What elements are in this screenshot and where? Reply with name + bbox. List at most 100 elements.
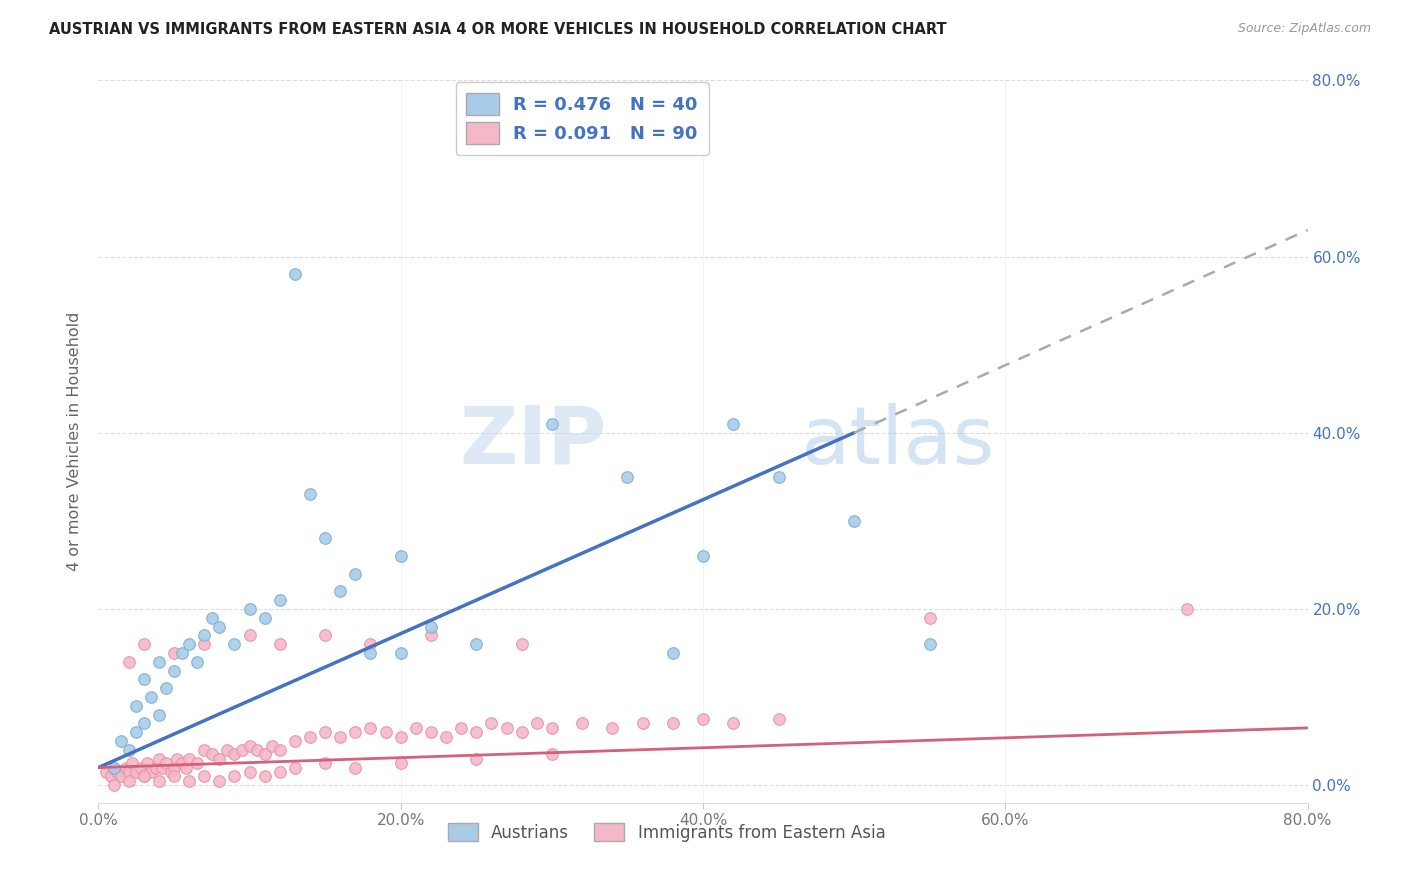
Point — [246, 743, 269, 757]
Point — [405, 721, 427, 735]
Text: atlas: atlas — [800, 402, 994, 481]
Point — [1175, 602, 1198, 616]
Point — [224, 747, 246, 762]
Text: Source: ZipAtlas.com: Source: ZipAtlas.com — [1237, 22, 1371, 36]
Point — [141, 690, 163, 704]
Point — [231, 743, 253, 757]
Point — [201, 611, 224, 625]
Point — [215, 743, 238, 757]
Point — [118, 773, 141, 788]
Point — [495, 721, 517, 735]
Point — [193, 628, 215, 642]
Point — [253, 769, 276, 783]
Point — [224, 637, 246, 651]
Point — [616, 470, 638, 484]
Point — [284, 267, 307, 281]
Point — [661, 716, 683, 731]
Point — [269, 593, 291, 607]
Point — [284, 734, 307, 748]
Point — [118, 764, 141, 779]
Point — [174, 760, 197, 774]
Point — [465, 752, 488, 766]
Point — [918, 611, 941, 625]
Point — [132, 637, 155, 651]
Point — [389, 730, 412, 744]
Point — [160, 764, 183, 779]
Point — [125, 698, 148, 713]
Point — [344, 725, 367, 739]
Point — [540, 721, 562, 735]
Point — [145, 760, 167, 774]
Point — [450, 721, 472, 735]
Point — [129, 760, 152, 774]
Point — [918, 637, 941, 651]
Point — [344, 566, 367, 581]
Point — [170, 756, 193, 771]
Point — [389, 646, 412, 660]
Point — [631, 716, 654, 731]
Point — [768, 712, 790, 726]
Point — [135, 756, 157, 771]
Point — [314, 628, 336, 642]
Point — [179, 773, 201, 788]
Point — [360, 721, 382, 735]
Point — [163, 664, 186, 678]
Point — [155, 756, 177, 771]
Point — [481, 716, 503, 731]
Point — [526, 716, 548, 731]
Point — [329, 584, 352, 599]
Point — [314, 532, 336, 546]
Point — [141, 764, 163, 779]
Point — [314, 756, 336, 771]
Point — [269, 764, 291, 779]
Point — [344, 760, 367, 774]
Point — [262, 739, 284, 753]
Point — [105, 764, 128, 779]
Point — [360, 646, 382, 660]
Point — [692, 549, 714, 563]
Point — [163, 760, 186, 774]
Point — [269, 743, 291, 757]
Point — [118, 655, 141, 669]
Point — [510, 637, 533, 651]
Point — [103, 760, 125, 774]
Point — [132, 716, 155, 731]
Point — [465, 637, 488, 651]
Point — [201, 747, 224, 762]
Point — [314, 725, 336, 739]
Point — [150, 760, 173, 774]
Point — [661, 646, 683, 660]
Point — [121, 756, 143, 771]
Point — [208, 619, 231, 633]
Point — [239, 602, 262, 616]
Point — [163, 769, 186, 783]
Point — [103, 760, 125, 774]
Point — [434, 730, 457, 744]
Point — [299, 487, 322, 501]
Point — [148, 655, 170, 669]
Point — [844, 514, 866, 528]
Point — [723, 716, 745, 731]
Point — [723, 417, 745, 431]
Point — [193, 743, 215, 757]
Point — [540, 417, 562, 431]
Point — [110, 734, 132, 748]
Point — [360, 637, 382, 651]
Point — [420, 628, 443, 642]
Point — [155, 681, 177, 696]
Point — [208, 752, 231, 766]
Point — [540, 747, 562, 762]
Point — [420, 619, 443, 633]
Point — [253, 611, 276, 625]
Point — [148, 707, 170, 722]
Point — [389, 756, 412, 771]
Legend: Austrians, Immigrants from Eastern Asia: Austrians, Immigrants from Eastern Asia — [441, 817, 891, 848]
Point — [132, 769, 155, 783]
Point — [179, 752, 201, 766]
Point — [692, 712, 714, 726]
Point — [193, 637, 215, 651]
Point — [239, 628, 262, 642]
Point — [239, 739, 262, 753]
Point — [465, 725, 488, 739]
Point — [125, 725, 148, 739]
